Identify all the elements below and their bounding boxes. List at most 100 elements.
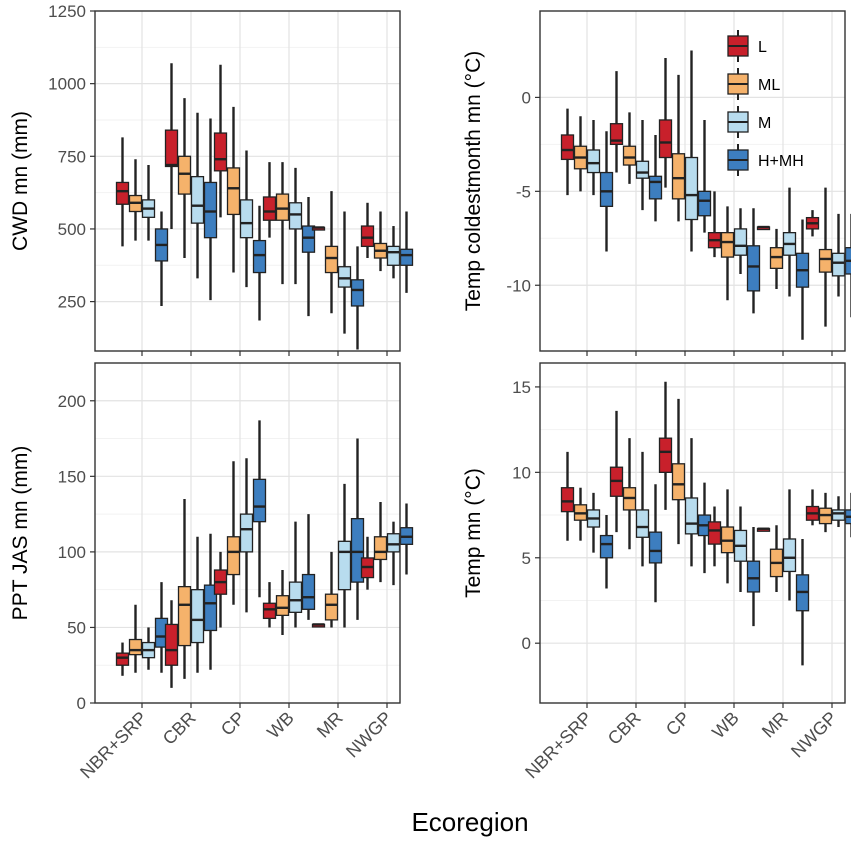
box-iqr (190, 589, 205, 644)
box-cp-h-mh (252, 205, 267, 321)
box-iqr (239, 199, 254, 239)
box-nwgp-l (805, 489, 820, 526)
box-nwgp-ml (818, 492, 833, 533)
x-axis-title: Ecoregion (411, 807, 528, 837)
box-cp-ml (671, 398, 686, 545)
box-iqr (301, 225, 316, 253)
y-tick-label: 0 (77, 694, 86, 713)
box-iqr (599, 171, 614, 208)
box-iqr (164, 623, 179, 666)
box-cbr-m (190, 536, 205, 673)
box-nbr-srp-ml (128, 159, 143, 241)
box-iqr (609, 123, 624, 146)
box-wb-ml (275, 570, 290, 635)
box-iqr (226, 167, 241, 216)
box-nwgp-m (386, 521, 401, 586)
legend-item-m: M (727, 106, 771, 138)
box-cp-l (658, 381, 673, 510)
box-nwgp-ml (818, 187, 833, 327)
x-tick-label: WB (708, 708, 743, 743)
box-iqr (275, 193, 290, 221)
box-cp-m (239, 150, 254, 288)
y-tick-label: -5 (516, 182, 531, 201)
box-iqr (337, 540, 352, 591)
box-cp-h-mh (697, 119, 712, 233)
box-iqr (252, 239, 267, 274)
box-iqr (746, 245, 761, 292)
y-tick-label: 100 (58, 543, 86, 562)
box-iqr (262, 602, 277, 620)
box-iqr (648, 531, 663, 564)
box-mr-ml (769, 525, 784, 592)
box-iqr (560, 487, 575, 513)
y-axis-title: Temp coldestmonth mn (°C) (462, 51, 485, 311)
box-nwgp-h-mh (844, 492, 851, 538)
box-nbr-srp-h-mh (599, 515, 614, 589)
box-mr-ml (769, 228, 784, 290)
box-cbr-l (609, 71, 624, 173)
box-nbr-srp-m (586, 119, 601, 196)
box-nwgp-h-mh (844, 213, 851, 318)
y-tick-label: 200 (58, 392, 86, 411)
box-wb-h-mh (301, 514, 316, 620)
box-iqr (622, 145, 637, 166)
box-nbr-srp-ml (128, 604, 143, 673)
box-nbr-srp-m (586, 492, 601, 553)
box-cp-l (658, 57, 673, 188)
box-mr-l (311, 623, 326, 628)
box-wb-l (707, 191, 722, 258)
box-wb-l (262, 162, 277, 238)
box-nwgp-ml (373, 211, 388, 272)
panel-border (94, 10, 401, 352)
box-iqr (203, 181, 218, 239)
box-mr-h-mh (795, 538, 810, 666)
box-iqr (648, 175, 663, 200)
legend-label: M (758, 115, 771, 132)
legend-item-h-mh: H+MH (727, 144, 804, 176)
box-iqr (115, 181, 130, 205)
box-iqr (262, 196, 277, 221)
box-wb-h-mh (746, 208, 761, 314)
box-iqr (399, 248, 414, 266)
box-cp-ml (226, 106, 241, 273)
box-cp-h-mh (252, 420, 267, 598)
box-nbr-srp-h-mh (154, 211, 169, 306)
box-iqr (733, 228, 748, 256)
box-iqr (324, 245, 339, 274)
x-tick-label: NBR+SRP (521, 708, 596, 783)
panel-border (539, 10, 846, 352)
box-nbr-srp-l (115, 642, 130, 676)
box-iqr (831, 252, 846, 277)
box-iqr (697, 190, 712, 217)
box-iqr (301, 573, 316, 610)
box-nwgp-h-mh (399, 211, 414, 293)
legend-item-ml: ML (727, 68, 780, 100)
box-iqr (586, 149, 601, 174)
box-mr-h-mh (350, 246, 365, 350)
box-iqr (831, 509, 846, 521)
box-iqr (386, 245, 401, 266)
x-tick-label: CBR (604, 708, 645, 749)
legend-item-l: L (727, 30, 767, 62)
box-iqr (684, 156, 699, 221)
box-mr-m (337, 211, 352, 334)
y-tick-label: 500 (58, 220, 86, 239)
box-iqr (128, 638, 143, 656)
box-iqr (635, 509, 650, 538)
box-iqr (226, 536, 241, 576)
box-nwgp-ml (373, 502, 388, 583)
box-wb-m (733, 506, 748, 592)
box-nbr-srp-ml (573, 487, 588, 541)
y-tick-label: 0 (522, 634, 531, 653)
box-iqr (360, 225, 375, 248)
box-cbr-h-mh (203, 533, 218, 670)
box-iqr (635, 160, 650, 179)
box-cp-m (684, 50, 699, 252)
box-mr-l (756, 225, 771, 231)
box-nbr-srp-m (141, 627, 156, 670)
panel-2: -10 -5 0 Temp coldestmonth mn (°C) (462, 10, 851, 356)
box-cp-ml (671, 74, 686, 222)
box-mr-ml (324, 191, 339, 314)
box-iqr (671, 153, 686, 200)
